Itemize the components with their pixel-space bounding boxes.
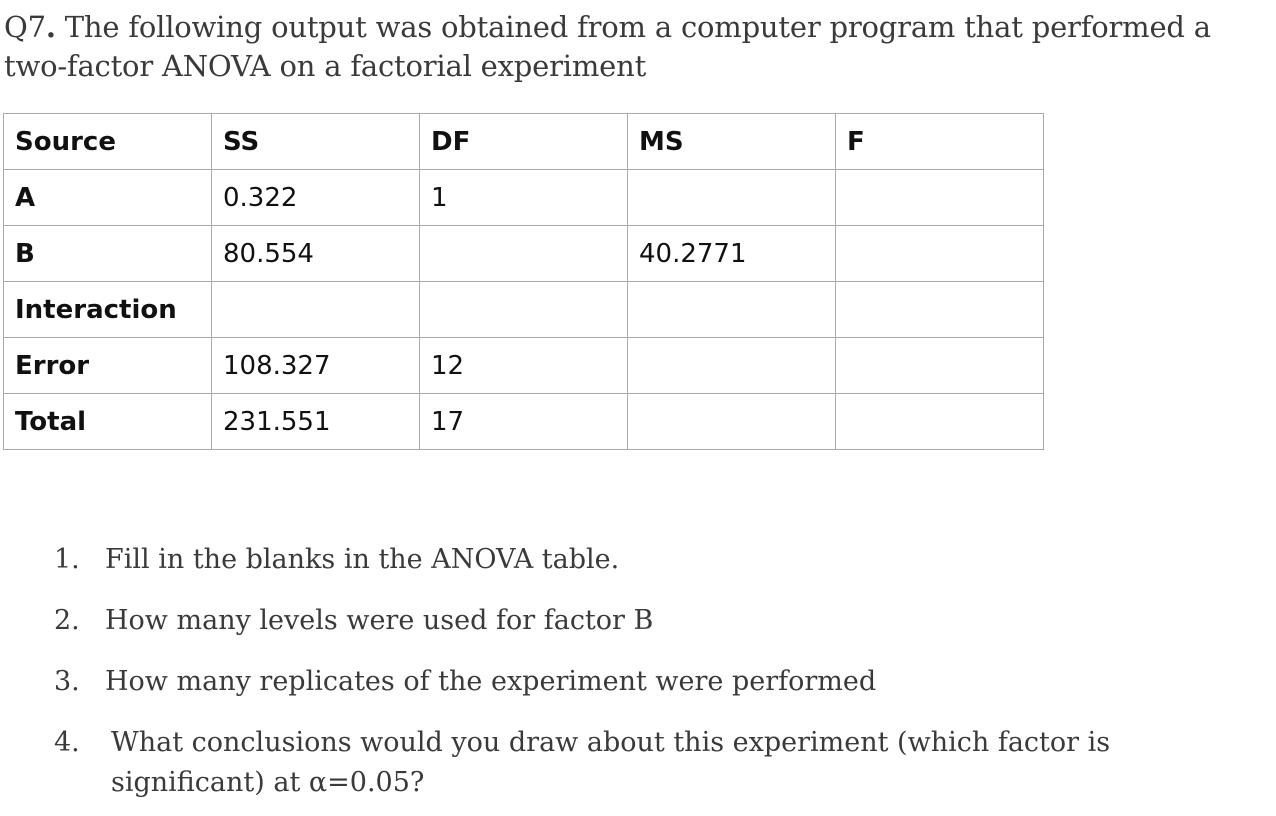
header-df: DF [419,113,628,170]
question-body: The following output was obtained from a… [4,10,1211,83]
list-item-number: 2. [54,605,80,636]
cell-ss [211,281,420,338]
list-item-text: How many levels were used for factor B [105,605,654,636]
cell-df [419,281,628,338]
task-list: 1. Fill in the blanks in the ANOVA table… [0,534,1261,803]
list-item-text: What conclusions would you draw about th… [111,727,1111,798]
row-source: B [3,225,212,282]
table-row: Total 231.551 17 [3,393,1044,450]
question-text: Q7. The following output was obtained fr… [4,8,1270,86]
cell-df: 12 [419,337,628,394]
list-item-number: 1. [54,544,80,575]
cell-df: 17 [419,393,628,450]
cell-df: 1 [419,169,628,226]
cell-ss: 80.554 [211,225,420,282]
table-row: Error 108.327 12 [3,337,1044,394]
table-row: Interaction [3,281,1044,338]
list-item: 4. What conclusions would you draw about… [0,717,1261,803]
list-item-number: 4. [54,727,80,758]
list-item: 1. Fill in the blanks in the ANOVA table… [0,534,1261,595]
cell-f [835,393,1044,450]
cell-ms [627,281,836,338]
cell-f [835,281,1044,338]
question-number: Q7 [4,10,46,44]
row-source: A [3,169,212,226]
row-source: Total [3,393,212,450]
list-item: 3. How many replicates of the experiment… [0,656,1261,717]
cell-f [835,337,1044,394]
cell-ms [627,337,836,394]
table-row: B 80.554 40.2771 [3,225,1044,282]
cell-ms [627,169,836,226]
table-header-row: Source SS DF MS F [3,113,1044,170]
header-ss: SS [211,113,420,170]
table-row: A 0.322 1 [3,169,1044,226]
cell-ms: 40.2771 [627,225,836,282]
cell-f [835,169,1044,226]
list-item-text: How many replicates of the experiment we… [105,666,877,697]
cell-ss: 0.322 [211,169,420,226]
list-item-text: Fill in the blanks in the ANOVA table. [105,544,620,575]
header-f: F [835,113,1044,170]
cell-ms [627,393,836,450]
row-source: Interaction [3,281,212,338]
cell-ss: 108.327 [211,337,420,394]
anova-table: Source SS DF MS F A 0.322 1 B 80.554 40.… [3,113,1044,450]
cell-ss: 231.551 [211,393,420,450]
row-source: Error [3,337,212,394]
cell-f [835,225,1044,282]
list-item-number: 3. [54,666,80,697]
header-ms: MS [627,113,836,170]
header-source: Source [3,113,212,170]
cell-df [419,225,628,282]
question-number-dot: . [45,10,56,44]
list-item: 2. How many levels were used for factor … [0,595,1261,656]
